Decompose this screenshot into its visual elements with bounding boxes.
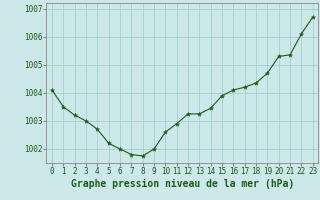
X-axis label: Graphe pression niveau de la mer (hPa): Graphe pression niveau de la mer (hPa) (71, 179, 294, 189)
